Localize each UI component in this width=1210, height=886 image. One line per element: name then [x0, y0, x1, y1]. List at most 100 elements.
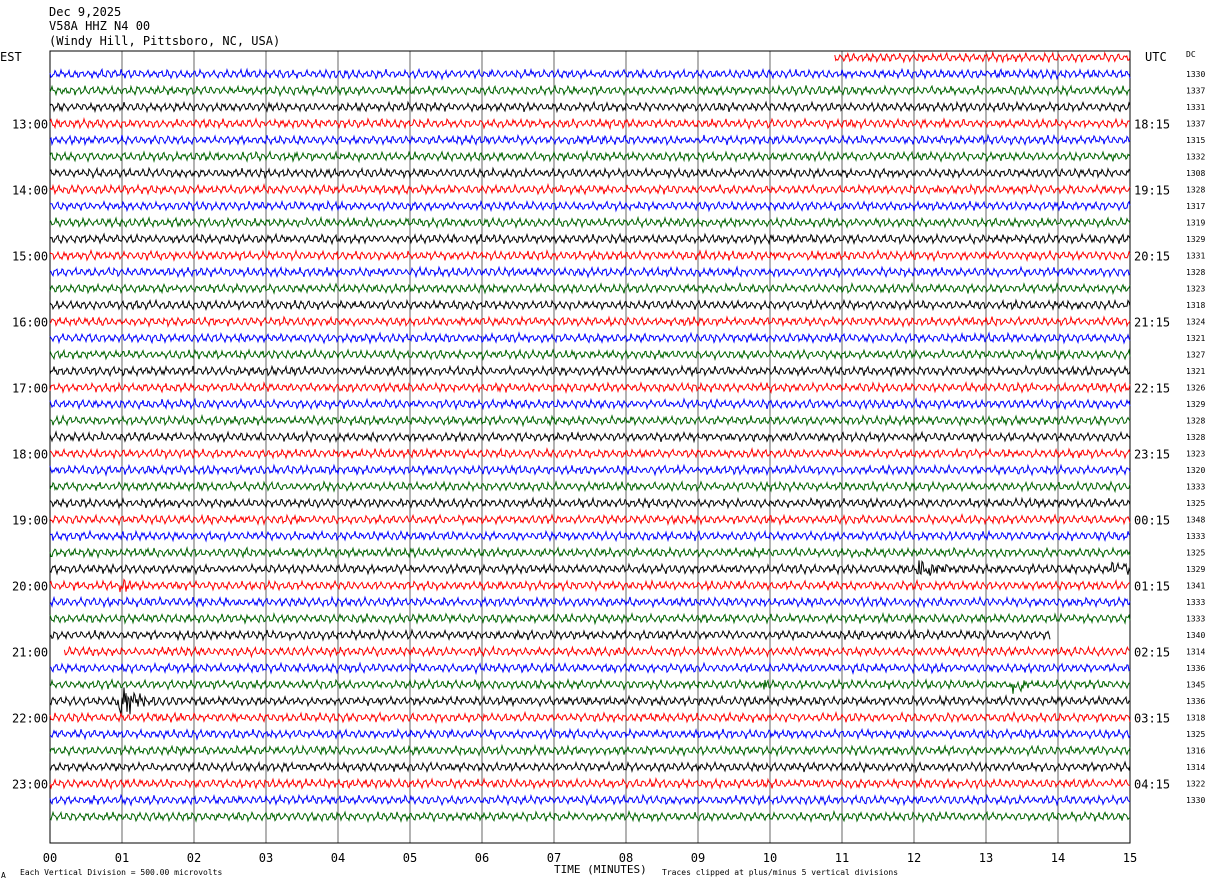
- trace-line: [49, 182, 1131, 196]
- est-hour-label: 20:00: [12, 580, 48, 594]
- x-tick-label: 06: [475, 851, 489, 865]
- est-hour-label: 13:00: [12, 118, 48, 132]
- dc-offset-label: 1319: [1186, 219, 1205, 228]
- utc-hour-label: 01:15: [1134, 580, 1170, 594]
- trace-line: [49, 678, 1131, 694]
- trace-line: [49, 149, 1131, 164]
- trace-line: [49, 166, 1131, 180]
- trace-line: [49, 84, 1131, 98]
- utc-hour-label: 02:15: [1134, 646, 1170, 660]
- trace-line: [49, 727, 1131, 741]
- utc-hour-label: 00:15: [1134, 514, 1170, 528]
- clip-note: Traces clipped at plus/minus 5 vertical …: [662, 868, 898, 877]
- trace-line: [49, 232, 1131, 246]
- est-axis-title: EST: [0, 50, 22, 64]
- dc-offset-label: 1329: [1186, 565, 1205, 574]
- dc-offset-label: 1328: [1186, 433, 1205, 442]
- est-hour-label: 22:00: [12, 712, 48, 726]
- dc-offset-label: 1337: [1186, 87, 1205, 96]
- trace-line: [49, 381, 1131, 394]
- utc-hour-label: 21:15: [1134, 316, 1170, 330]
- dc-offset-label: 1321: [1186, 367, 1205, 376]
- trace-line: [49, 347, 1131, 362]
- x-tick-label: 11: [835, 851, 849, 865]
- trace-line: [49, 760, 1131, 774]
- trace-line: [49, 595, 1131, 609]
- trace-line: [49, 281, 1131, 296]
- x-tick-label: 08: [619, 851, 633, 865]
- minute-gridlines: [121, 51, 1059, 843]
- trace-line: [49, 809, 1131, 824]
- dc-offset-label: 1345: [1186, 681, 1205, 690]
- seismic-traces: [49, 50, 1131, 824]
- trace-line: [49, 100, 1131, 114]
- dc-offset-label: 1320: [1186, 466, 1205, 475]
- dc-offset-label: 1323: [1186, 285, 1205, 294]
- trace-line: [49, 545, 1131, 560]
- est-hour-label: 16:00: [12, 316, 48, 330]
- dc-offset-label: 1327: [1186, 351, 1205, 360]
- x-tick-label: 07: [547, 851, 561, 865]
- x-tick-label: 03: [259, 851, 273, 865]
- trace-line: [49, 116, 1131, 131]
- dc-offset-label: 1314: [1186, 763, 1205, 772]
- trace-line: [49, 67, 1131, 81]
- utc-axis-title: UTC: [1145, 50, 1167, 64]
- dc-offset-label: 1318: [1186, 301, 1205, 310]
- trace-line: [49, 298, 1131, 312]
- trace-line: [49, 611, 1131, 626]
- trace-line: [49, 710, 1131, 725]
- x-tick-label: 12: [907, 851, 921, 865]
- utc-hour-label: 19:15: [1134, 184, 1170, 198]
- dc-offset-label: 1325: [1186, 549, 1205, 558]
- est-hour-label: 15:00: [12, 250, 48, 264]
- x-tick-label: 01: [115, 851, 129, 865]
- dc-offset-label: 1330: [1186, 70, 1205, 79]
- dc-offset-label: 1328: [1186, 268, 1205, 277]
- trace-line: [49, 133, 1131, 147]
- trace-line: [49, 248, 1131, 263]
- est-hour-label: 19:00: [12, 514, 48, 528]
- utc-hour-label: 04:15: [1134, 778, 1170, 792]
- dc-offset-label: 1329: [1186, 235, 1205, 244]
- time-labels: 13:00 14:00 15:00 16:00 17:00 18:00 19:00 20:00…: [12, 70, 1205, 805]
- dc-axis-title: DC: [1186, 50, 1196, 59]
- dc-offset-label: 1324: [1186, 318, 1205, 327]
- header-location: (Windy Hill, Pittsboro, NC, USA): [49, 34, 280, 48]
- corner-mark: A: [1, 871, 6, 880]
- trace-line: [49, 529, 1131, 543]
- dc-offset-label: 1317: [1186, 202, 1205, 211]
- trace-line: [49, 661, 1131, 675]
- trace-line: [49, 628, 1051, 642]
- dc-offset-label: 1336: [1186, 697, 1205, 706]
- trace-line: [49, 215, 1131, 229]
- dc-offset-label: 1333: [1186, 483, 1205, 492]
- trace-line: [49, 315, 1131, 329]
- trace-line: [49, 513, 1131, 527]
- est-hour-label: 21:00: [12, 646, 48, 660]
- trace-line: [49, 777, 1131, 791]
- dc-offset-label: 1328: [1186, 186, 1205, 195]
- utc-hour-label: 22:15: [1134, 382, 1170, 396]
- dc-offset-label: 1330: [1186, 796, 1205, 805]
- trace-line: [49, 446, 1131, 461]
- x-tick-label: 13: [979, 851, 993, 865]
- trace-line: [49, 578, 1131, 593]
- trace-line: [49, 331, 1131, 345]
- dc-offset-label: 1331: [1186, 103, 1205, 112]
- plot-frame: [49, 50, 1131, 844]
- trace-line: [49, 793, 1131, 807]
- trace-line: [49, 265, 1131, 279]
- est-hour-label: 17:00: [12, 382, 48, 396]
- est-hour-label: 14:00: [12, 184, 48, 198]
- x-tick-label: 10: [763, 851, 777, 865]
- trace-line: [49, 430, 1131, 444]
- dc-offset-label: 1326: [1186, 384, 1205, 393]
- x-tick-label: 04: [331, 851, 345, 865]
- x-tick-label: 00: [43, 851, 57, 865]
- trace-line: [49, 687, 1131, 715]
- trace-line: [49, 560, 1131, 576]
- dc-offset-label: 1308: [1186, 169, 1205, 178]
- est-hour-label: 18:00: [12, 448, 48, 462]
- x-tick-label: 14: [1051, 851, 1065, 865]
